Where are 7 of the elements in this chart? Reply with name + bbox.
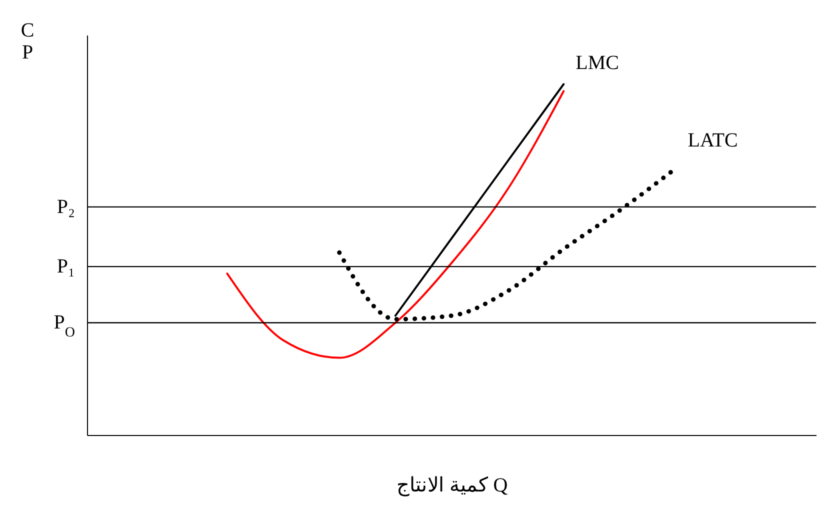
- series-label: LATC: [688, 129, 738, 152]
- series-label: LMC: [576, 52, 619, 74]
- ref-line-label: P$_{O}$: [54, 312, 75, 340]
- x-axis-title: كمية الانتاج Q: [396, 474, 508, 496]
- ref-line-label: P₂: [56, 196, 75, 218]
- ref-line-label: P₁: [56, 256, 75, 278]
- y-axis-title: C P: [20, 20, 34, 64]
